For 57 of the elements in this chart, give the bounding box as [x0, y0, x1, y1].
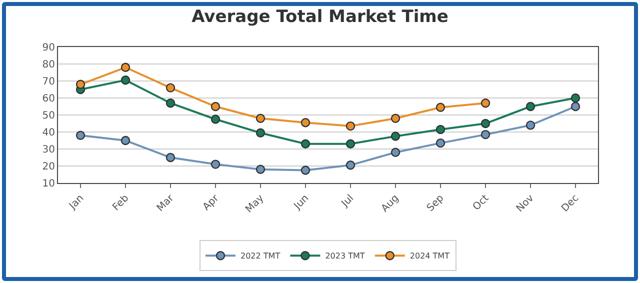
point [76, 130, 86, 140]
legend-label: 2023 TMT [325, 252, 365, 261]
point [346, 160, 356, 170]
point [256, 128, 266, 138]
point [166, 83, 176, 92]
point [120, 62, 130, 72]
y-tick-label: 60 [42, 94, 55, 104]
point [526, 102, 536, 112]
x-tick-label: Aug [380, 192, 402, 214]
x-tick-label: Feb [110, 192, 132, 214]
y-tick-label: 10 [42, 178, 55, 190]
x-tick-label: Jul [339, 192, 356, 210]
x-tick-label: Jun [292, 192, 312, 212]
point [390, 114, 400, 123]
x-tick-label: Jan [66, 192, 86, 212]
point [210, 160, 220, 169]
point [256, 164, 266, 174]
y-tick-label: 20 [42, 162, 55, 172]
point [166, 152, 176, 162]
point [390, 148, 400, 157]
point [210, 114, 220, 124]
legend-label: 2024 TMT [410, 252, 450, 261]
y-tick-label: 80 [42, 60, 55, 70]
point [256, 114, 266, 123]
y-tick-label: 50 [42, 110, 55, 122]
y-tick-label: 70 [42, 76, 55, 88]
y-tick-label: 30 [42, 144, 55, 156]
point [210, 102, 220, 112]
point [436, 138, 446, 148]
x-tick-label: Nov [514, 192, 536, 214]
point [480, 98, 490, 108]
point [76, 80, 86, 89]
point [300, 139, 310, 148]
x-tick-label: Oct [471, 192, 492, 213]
point [570, 102, 580, 112]
point [346, 121, 356, 131]
legend-label: 2022 TMT [240, 252, 280, 261]
x-tick-label: Sep [425, 192, 446, 214]
point [526, 120, 536, 130]
point [346, 139, 356, 148]
x-tick-label: Apr [201, 192, 222, 213]
point [390, 132, 400, 141]
point [436, 102, 446, 112]
point [480, 118, 490, 128]
point [570, 93, 580, 103]
x-tick-label: Mar [155, 192, 177, 214]
point [300, 166, 310, 175]
point [120, 136, 130, 146]
x-tick-label: Dec [560, 192, 582, 214]
chart-title: Average Total Market Time [192, 6, 448, 27]
y-tick-label: 90 [42, 42, 55, 54]
point [436, 124, 446, 134]
y-tick-label: 40 [42, 128, 55, 138]
point [166, 98, 176, 108]
point [480, 130, 490, 140]
point [120, 76, 130, 85]
point [300, 118, 310, 128]
